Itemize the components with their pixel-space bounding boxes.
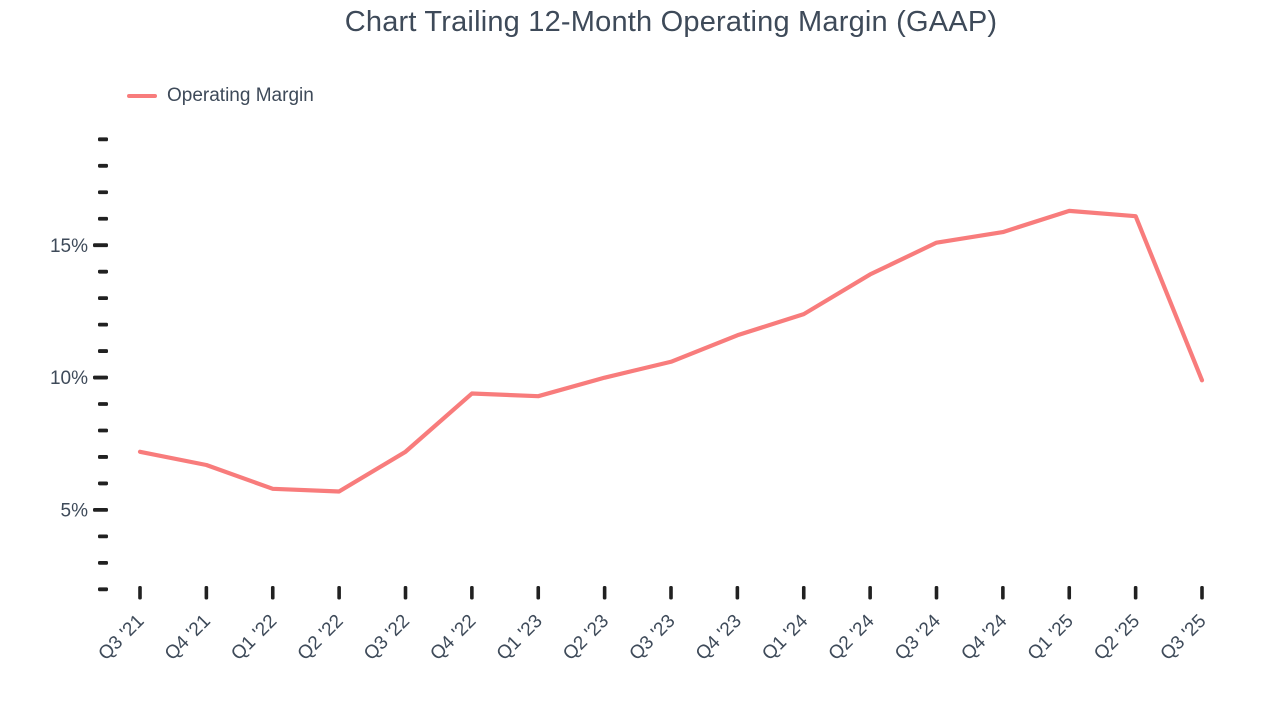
x-axis-label: Q4 '21 — [161, 611, 215, 665]
y-major-tick — [93, 375, 108, 380]
x-axis-label: Q3 '25 — [1157, 611, 1211, 665]
y-minor-tick — [98, 216, 108, 221]
legend-label: Operating Margin — [167, 85, 314, 106]
x-axis-label: Q1 '22 — [227, 611, 281, 665]
y-major-tick — [93, 508, 108, 512]
x-tick — [735, 586, 740, 600]
y-tick-label: 10% — [50, 368, 88, 389]
legend: Operating Margin — [127, 80, 314, 112]
y-minor-tick — [98, 587, 108, 592]
x-tick — [1200, 586, 1204, 600]
y-minor-tick — [98, 428, 108, 433]
y-minor-tick — [98, 137, 108, 142]
x-tick — [801, 586, 806, 600]
x-tick — [337, 586, 341, 600]
y-axis: 5% 10% 15% — [50, 137, 108, 592]
x-tick — [270, 586, 275, 600]
y-minor-tick — [98, 190, 108, 195]
y-minor-tick — [98, 349, 108, 353]
chart-title: Chart Trailing 12-Month Operating Margin… — [344, 6, 998, 38]
y-minor-tick — [98, 296, 108, 301]
series-group — [137, 208, 1205, 494]
y-minor-tick — [98, 402, 108, 406]
y-minor-tick — [98, 534, 108, 539]
x-tick — [204, 586, 209, 600]
y-minor-tick — [98, 481, 108, 486]
x-axis-label: Q3 '22 — [360, 611, 414, 665]
x-axis-label: Q1 '24 — [758, 610, 812, 664]
x-axis-label: Q1 '25 — [1024, 611, 1078, 665]
x-tick — [1067, 586, 1072, 600]
x-tick — [868, 586, 872, 600]
x-tick — [470, 586, 474, 600]
x-axis-label: Q3 '21 — [95, 611, 149, 665]
y-minor-tick — [98, 560, 108, 565]
x-axis-label: Q3 '23 — [626, 611, 680, 665]
y-minor-tick — [98, 455, 108, 459]
x-tick — [602, 586, 607, 600]
x-axis-label: Q3 '24 — [891, 610, 945, 664]
legend-line-swatch — [127, 93, 157, 99]
y-tick-label: 15% — [50, 236, 88, 257]
x-tick — [536, 586, 541, 600]
operating-margin-line — [137, 208, 1205, 494]
y-minor-tick — [98, 163, 108, 168]
x-axis-label: Q1 '23 — [493, 611, 547, 665]
x-tick — [403, 586, 408, 600]
x-tick — [1001, 586, 1005, 600]
y-tick-label: 5% — [61, 501, 89, 522]
x-axis-label: Q4 '23 — [692, 611, 746, 665]
x-axis-label: Q4 '22 — [426, 611, 480, 665]
x-axis-label: Q2 '24 — [825, 610, 879, 664]
x-axis-label: Q2 '25 — [1090, 611, 1144, 665]
x-tick — [1133, 586, 1138, 600]
y-minor-tick — [98, 269, 108, 274]
y-major-tick — [93, 243, 108, 248]
x-axis-label: Q4 '24 — [957, 610, 1011, 664]
x-tick — [934, 586, 939, 600]
y-minor-tick — [98, 322, 108, 327]
x-tick — [138, 586, 142, 600]
x-tick — [669, 586, 673, 600]
x-axis-label: Q2 '22 — [294, 611, 348, 665]
x-axis-label: Q2 '23 — [559, 611, 613, 665]
x-axis: Q3 '21 Q4 '21 Q1 '22 Q2 '22 Q3 '22 Q4 '22 Q1 '… — [95, 586, 1211, 665]
